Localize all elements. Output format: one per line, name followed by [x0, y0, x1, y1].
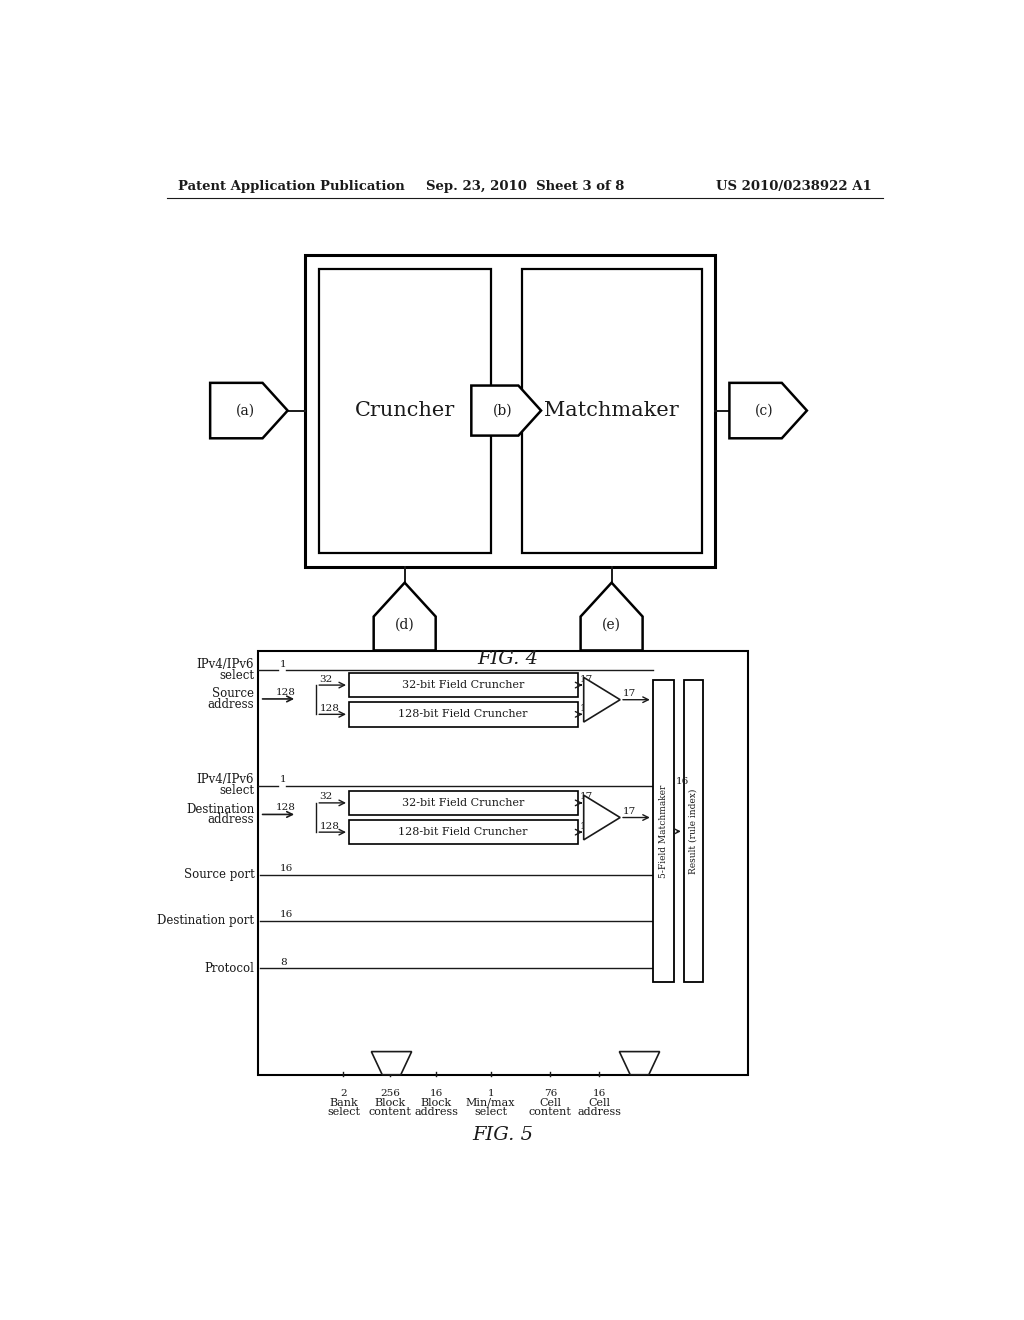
Text: 128-bit Field Cruncher: 128-bit Field Cruncher — [398, 828, 528, 837]
Text: FIG. 5: FIG. 5 — [473, 1126, 534, 1143]
Text: (b): (b) — [493, 404, 512, 417]
Text: address: address — [208, 698, 254, 711]
Text: 256: 256 — [380, 1089, 400, 1097]
Text: content: content — [529, 1107, 571, 1117]
Polygon shape — [584, 795, 621, 840]
Text: 32: 32 — [319, 675, 333, 684]
Text: 16: 16 — [676, 777, 689, 787]
Text: (c): (c) — [755, 404, 773, 417]
Text: Cell: Cell — [540, 1098, 561, 1107]
Text: 1: 1 — [487, 1089, 494, 1097]
Bar — [652, 681, 675, 982]
Text: Result (rule index): Result (rule index) — [689, 788, 698, 874]
Text: 17: 17 — [580, 821, 593, 830]
Text: 1: 1 — [280, 660, 287, 669]
Text: 128: 128 — [319, 704, 339, 713]
Text: Destination: Destination — [186, 803, 254, 816]
Text: IPv4/IPv6: IPv4/IPv6 — [197, 657, 254, 671]
Text: Block: Block — [375, 1098, 406, 1107]
Text: Source: Source — [212, 686, 254, 700]
Bar — [258, 651, 748, 1074]
Text: (a): (a) — [236, 404, 255, 417]
Text: 16: 16 — [280, 865, 293, 873]
Polygon shape — [210, 383, 288, 438]
Text: 8: 8 — [280, 958, 287, 966]
Text: 16: 16 — [280, 911, 293, 919]
Bar — [684, 681, 703, 982]
Text: 5-Field Matchmaker: 5-Field Matchmaker — [659, 784, 668, 878]
Text: 17: 17 — [580, 675, 593, 684]
Text: Block: Block — [421, 1098, 452, 1107]
Text: Bank: Bank — [329, 1098, 357, 1107]
Text: Cruncher: Cruncher — [354, 401, 455, 420]
Text: Protocol: Protocol — [205, 962, 254, 975]
Bar — [318, 268, 490, 553]
Polygon shape — [581, 582, 643, 651]
Text: 128: 128 — [275, 803, 295, 812]
Text: 76: 76 — [544, 1089, 557, 1097]
Bar — [349, 702, 578, 726]
Text: select: select — [219, 784, 254, 797]
Text: select: select — [327, 1107, 360, 1117]
Text: Min/max: Min/max — [466, 1098, 515, 1107]
Text: (e): (e) — [602, 618, 622, 631]
Text: Cell: Cell — [588, 1098, 610, 1107]
Text: 17: 17 — [624, 807, 637, 816]
Bar — [349, 820, 578, 845]
Text: address: address — [578, 1107, 622, 1117]
Polygon shape — [471, 385, 541, 436]
Text: address: address — [208, 813, 254, 826]
Text: 128: 128 — [319, 821, 339, 830]
Polygon shape — [584, 677, 621, 722]
Text: (d): (d) — [395, 618, 415, 631]
Text: FIG. 4: FIG. 4 — [477, 649, 539, 668]
Text: address: address — [415, 1107, 459, 1117]
Bar — [349, 791, 578, 816]
Text: 16: 16 — [593, 1089, 606, 1097]
Text: content: content — [369, 1107, 412, 1117]
Text: 17: 17 — [624, 689, 637, 698]
Text: 17: 17 — [580, 792, 593, 801]
Bar — [305, 255, 716, 566]
Text: Destination port: Destination port — [158, 915, 254, 927]
Bar — [521, 268, 701, 553]
Text: 1: 1 — [280, 775, 287, 784]
Text: 32-bit Field Cruncher: 32-bit Field Cruncher — [402, 680, 524, 690]
Text: US 2010/0238922 A1: US 2010/0238922 A1 — [716, 181, 872, 194]
Text: select: select — [474, 1107, 507, 1117]
Polygon shape — [620, 1052, 659, 1074]
Polygon shape — [372, 1052, 412, 1074]
Text: 128-bit Field Cruncher: 128-bit Field Cruncher — [398, 709, 528, 719]
Text: Sep. 23, 2010  Sheet 3 of 8: Sep. 23, 2010 Sheet 3 of 8 — [426, 181, 624, 194]
Text: Source port: Source port — [183, 869, 254, 880]
Polygon shape — [729, 383, 807, 438]
Text: 16: 16 — [430, 1089, 443, 1097]
Text: 32-bit Field Cruncher: 32-bit Field Cruncher — [402, 797, 524, 808]
Text: select: select — [219, 668, 254, 681]
Text: 2: 2 — [340, 1089, 347, 1097]
Text: IPv4/IPv6: IPv4/IPv6 — [197, 774, 254, 787]
Text: Patent Application Publication: Patent Application Publication — [178, 181, 406, 194]
Text: 128: 128 — [275, 688, 295, 697]
Text: 32: 32 — [319, 792, 333, 801]
Bar — [349, 673, 578, 697]
Text: 17: 17 — [580, 704, 593, 713]
Polygon shape — [374, 582, 435, 651]
Text: Matchmaker: Matchmaker — [544, 401, 679, 420]
